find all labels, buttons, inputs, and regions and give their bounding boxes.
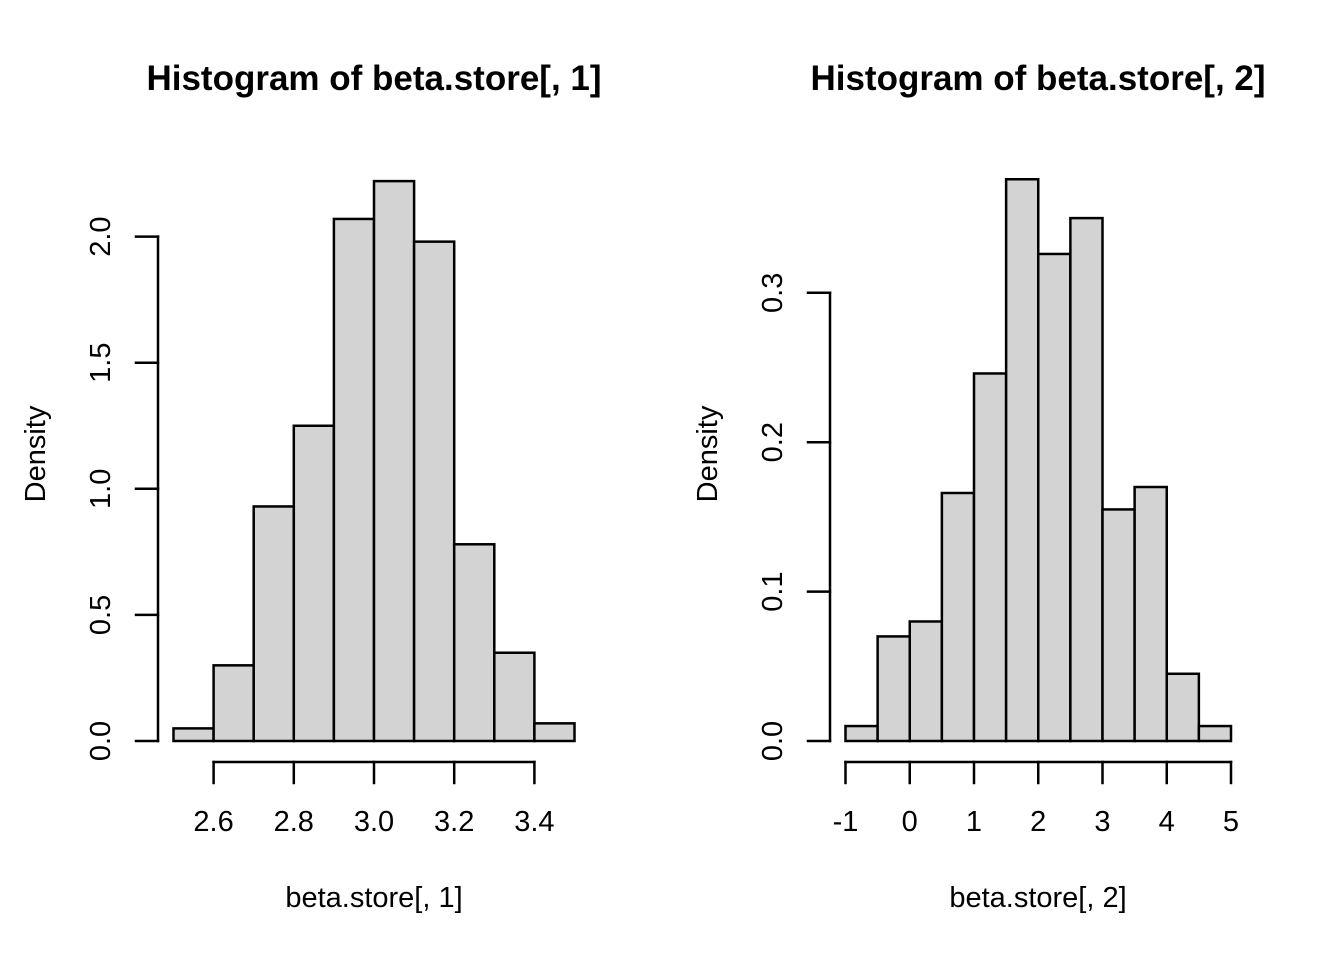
chart-title: Histogram of beta.store[, 2] <box>810 59 1265 98</box>
x-tick-label: 3.4 <box>514 806 554 838</box>
y-tick-label: 1.0 <box>85 469 117 509</box>
x-axis-label: beta.store[, 1] <box>285 882 462 914</box>
histogram-bar <box>172 727 215 743</box>
axes-group: 0.0 0.1 0.2 0.3 -1 0 1 2 3 4 5 <box>757 273 1239 838</box>
histogram-bar <box>940 491 976 743</box>
y-tick-label: 0.5 <box>85 595 117 635</box>
y-tick-label: 0.0 <box>85 721 117 761</box>
chart-title: Histogram of beta.store[, 1] <box>146 59 601 98</box>
histogram-bar <box>1037 252 1072 743</box>
x-tick-label: 1 <box>966 806 982 838</box>
histogram-bar <box>412 240 456 743</box>
histogram-bar <box>372 179 416 743</box>
histogram-bar <box>292 424 336 743</box>
histogram-bar <box>844 724 879 743</box>
histogram-bar <box>452 543 496 743</box>
histogram-panel-right: 0.0 0.1 0.2 0.3 -1 0 1 2 3 4 5 Histogram of beta.s… <box>692 59 1266 914</box>
histogram-bar <box>908 620 944 743</box>
histogram-panel-left: 0.0 0.5 1.0 1.5 2.0 2.6 2.8 3.0 3.2 3.4 Histogram… <box>20 59 602 914</box>
histogram-bar <box>1069 216 1104 743</box>
histogram-bar <box>1004 178 1040 743</box>
histogram-bar <box>1101 508 1136 743</box>
histogram-bar <box>252 505 296 743</box>
x-tick-label: 0 <box>902 806 918 838</box>
x-tick-label: 4 <box>1159 806 1175 838</box>
x-tick-label: -1 <box>833 806 859 838</box>
histogram-bar <box>533 722 576 743</box>
x-tick-label: 5 <box>1223 806 1239 838</box>
histogram-bar <box>493 651 536 743</box>
histogram-bar <box>1197 724 1233 743</box>
y-axis-label: Density <box>20 405 52 502</box>
x-tick-label: 3.0 <box>354 806 394 838</box>
y-axis-label: Density <box>692 405 724 502</box>
histogram-bar <box>1133 485 1168 743</box>
x-axis-label: beta.store[, 2] <box>949 882 1126 914</box>
x-tick-label: 3.2 <box>434 806 474 838</box>
histogram-bar <box>972 372 1008 743</box>
y-tick-label: 2.0 <box>85 216 117 256</box>
histogram-bar <box>212 664 255 743</box>
y-tick-label: 0.0 <box>757 721 789 761</box>
x-tick-label: 2.8 <box>274 806 314 838</box>
bars-group <box>844 178 1233 743</box>
x-tick-label: 2.6 <box>193 806 233 838</box>
histogram-bar <box>1165 672 1201 743</box>
y-tick-label: 1.5 <box>85 343 117 383</box>
y-tick-label: 0.3 <box>757 273 789 313</box>
axes-group: 0.0 0.5 1.0 1.5 2.0 2.6 2.8 3.0 3.2 3.4 <box>85 216 555 838</box>
y-tick-label: 0.1 <box>757 571 789 611</box>
x-tick-label: 3 <box>1094 806 1110 838</box>
x-tick-label: 2 <box>1030 806 1046 838</box>
bars-group <box>172 179 576 743</box>
histogram-bar <box>876 635 911 743</box>
y-tick-label: 0.2 <box>757 422 789 462</box>
histogram-bar <box>332 217 376 743</box>
